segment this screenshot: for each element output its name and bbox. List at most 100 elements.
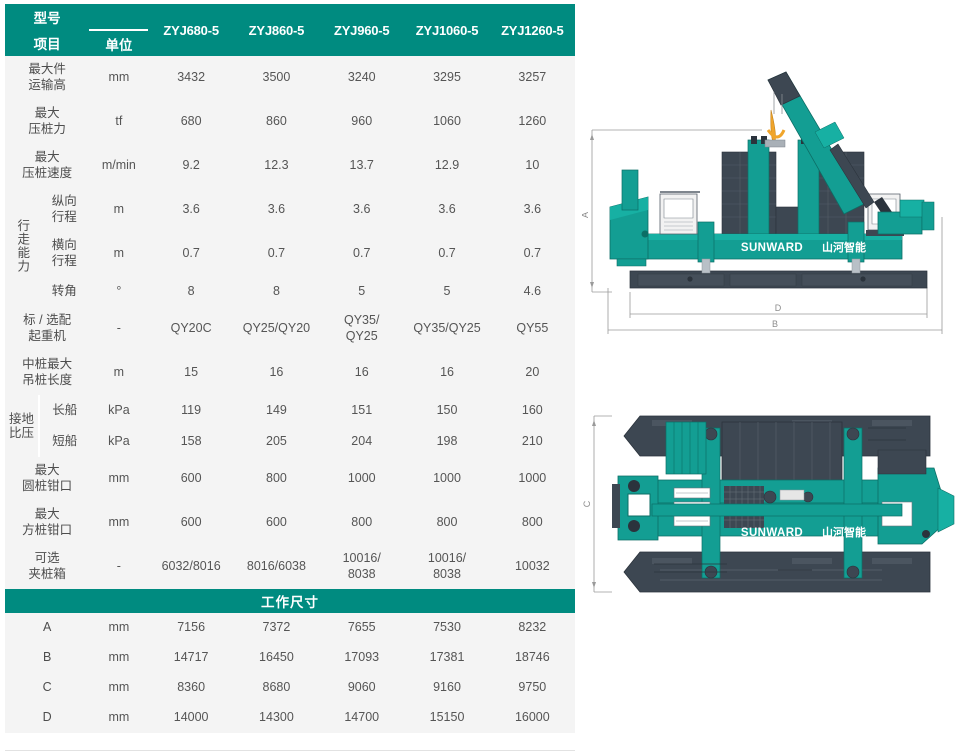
operator-cab-left (659, 191, 700, 235)
cell-value: 16 (319, 351, 405, 395)
header-model-1: ZYJ680-5 (148, 4, 234, 56)
cell-value: 0.7 (404, 232, 490, 276)
cell-value: 8232 (489, 613, 575, 643)
cell-value: 5 (319, 276, 405, 307)
table-row: 标 / 选配 起重机 - QY20C QY25/QY20 QY35/ QY25 … (5, 307, 575, 351)
boom-shaft-top (651, 489, 903, 517)
cell-value: 204 (319, 426, 405, 457)
cell-value: 16 (404, 351, 490, 395)
dimension-label-d: D (775, 303, 782, 313)
cell-value: 3257 (489, 56, 575, 100)
side-view-illustration: A D B (582, 71, 943, 334)
row-unit: tf (89, 100, 149, 144)
pile-clamp-cylinders (747, 136, 820, 236)
cell-value: 1000 (489, 457, 575, 501)
table-bottom-rule (5, 750, 575, 751)
table-row: 转角 ° 8 8 5 5 4.6 (5, 276, 575, 307)
row-label: 标 / 选配 起重机 (5, 307, 90, 351)
counterweight-block-top (721, 421, 843, 491)
cell-value: QY35/ QY25 (319, 307, 405, 351)
cell-value: 15150 (404, 703, 490, 733)
cell-value: 14700 (319, 703, 405, 733)
row-label: 纵向 行程 (39, 188, 90, 232)
cell-value: 3295 (404, 56, 490, 100)
cell-value: 20 (489, 351, 575, 395)
cross-beams-top (701, 427, 863, 579)
row-group-ground-pressure: 接地 比压 (5, 395, 41, 457)
top-view-illustration: C (582, 415, 955, 593)
table-row: C mm 8360 8680 9060 9160 9750 (5, 673, 575, 703)
cell-value: 7156 (148, 613, 234, 643)
dimension-lines-side (590, 129, 943, 334)
pleated-module-top (665, 421, 707, 475)
row-unit: mm (89, 673, 149, 703)
table-row: 最大件 运输高 mm 3432 3500 3240 3295 3257 (5, 56, 575, 100)
cell-value: 17093 (319, 643, 405, 673)
row-unit: - (89, 307, 149, 351)
header-model-4: ZYJ1060-5 (404, 4, 490, 56)
row-unit: mm (89, 613, 149, 643)
cell-value: 150 (404, 395, 490, 426)
row-unit: - (89, 545, 149, 589)
cell-value: 800 (489, 501, 575, 545)
dimension-label-b: B (772, 319, 778, 329)
row-unit: mm (89, 501, 149, 545)
table-row: D mm 14000 14300 14700 15150 16000 (5, 703, 575, 733)
cell-value: 1060 (404, 100, 490, 144)
turret-base-top (877, 449, 955, 545)
cell-value: 205 (233, 426, 320, 457)
cell-value: 0.7 (489, 232, 575, 276)
row-label: B (5, 643, 90, 673)
brand-text-cn: 山河智能 (822, 525, 866, 539)
cell-value: 9060 (319, 673, 405, 703)
cell-value: 7655 (319, 613, 405, 643)
cell-value: 3432 (148, 56, 234, 100)
cell-value: 9750 (489, 673, 575, 703)
cell-value: QY55 (489, 307, 575, 351)
cell-value: 10032 (489, 545, 575, 589)
cell-value: 151 (319, 395, 405, 426)
cell-value: 7372 (233, 613, 320, 643)
table-row: 可选 夹桩箱 - 6032/8016 8016/6038 10016/ 8038… (5, 545, 575, 589)
row-label: 最大 方桩钳口 (5, 501, 90, 545)
crane-hook (764, 92, 786, 148)
brand-logo-side: SUNWARD 山河智能 (741, 240, 866, 254)
table-row: A mm 7156 7372 7655 7530 8232 (5, 613, 575, 643)
row-unit: m (89, 188, 149, 232)
dimension-label-c: C (582, 500, 592, 507)
row-label: 长船 (39, 395, 90, 426)
cell-value: 210 (489, 426, 575, 457)
cell-value: 16000 (489, 703, 575, 733)
cell-value: 8016/6038 (233, 545, 320, 589)
table-header-row-2: 项目 单位 (5, 30, 575, 56)
row-unit: mm (89, 457, 149, 501)
cell-value: 4.6 (489, 276, 575, 307)
cell-value: 10016/ 8038 (404, 545, 490, 589)
cell-value: 600 (148, 501, 234, 545)
row-unit: mm (89, 643, 149, 673)
cell-value: 16 (233, 351, 320, 395)
table-row: 接地 比压 长船 kPa 119 149 151 150 160 (5, 395, 575, 457)
cell-value: 3.6 (148, 188, 234, 232)
cell-value: 0.7 (148, 232, 234, 276)
header-item: 项目 (5, 30, 90, 56)
cell-value: 14300 (233, 703, 320, 733)
brand-text: SUNWARD (741, 527, 803, 539)
pile-clamp-housing (609, 169, 649, 267)
row-label: A (5, 613, 90, 643)
row-label: 最大件 运输高 (5, 56, 90, 100)
cell-value: 1000 (319, 457, 405, 501)
row-unit: kPa (89, 395, 149, 426)
base-platform (629, 270, 928, 289)
cell-value: 15 (148, 351, 234, 395)
row-label: 横向 行程 (39, 232, 90, 276)
cell-value: 13.7 (319, 144, 405, 188)
section-banner-label: 工作尺寸 (5, 589, 575, 613)
hydraulic-rods-top (654, 427, 906, 573)
cell-value: 860 (233, 100, 320, 144)
header-model-3: ZYJ960-5 (319, 4, 405, 56)
row-unit: m (89, 232, 149, 276)
row-group-walking-capability: 行走能力 (5, 188, 40, 307)
row-unit: m (89, 351, 149, 395)
cell-value: 3.6 (319, 188, 405, 232)
